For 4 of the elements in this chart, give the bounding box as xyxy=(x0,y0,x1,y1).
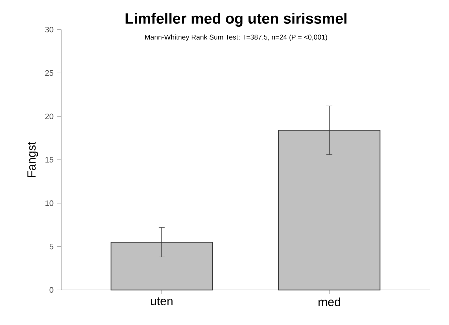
x-tick-label: uten xyxy=(151,298,173,306)
y-axis-title: Fangst xyxy=(28,142,38,178)
chart-title: Limfeller med og uten sirissmel xyxy=(126,13,347,28)
x-tick-label: med xyxy=(318,298,340,306)
